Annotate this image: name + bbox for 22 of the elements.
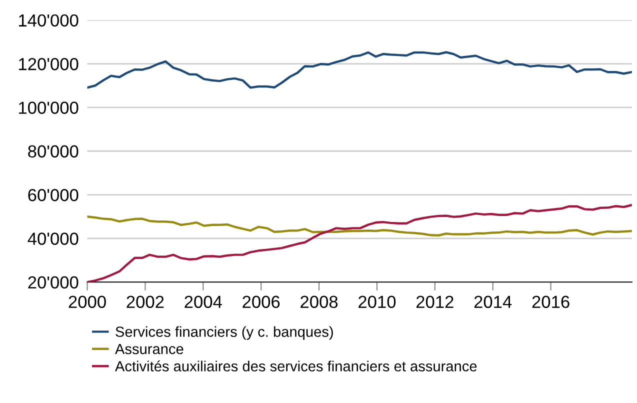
legend-label: Activités auxiliaires des services financiers et assurance [115, 360, 477, 372]
y-tick-label: 140'000 [19, 14, 78, 27]
x-tick-label: 2006 [242, 296, 280, 308]
x-tick-label: 2008 [300, 296, 338, 308]
x-tick-label: 2016 [532, 296, 570, 308]
legend-label: Assurance [115, 344, 184, 354]
x-tick-label: 2000 [68, 296, 106, 308]
line-series [87, 216, 632, 236]
x-tick-label: 2004 [184, 296, 222, 308]
x-tick-label: 2014 [474, 296, 512, 308]
y-tick-label: 120'000 [19, 58, 78, 70]
y-tick-label: 20'000 [28, 276, 78, 289]
y-tick-label: 40'000 [28, 232, 78, 245]
x-tick-label: 2012 [416, 296, 454, 308]
x-tick-label: 2010 [358, 296, 396, 308]
legend-label: Services financiers (y c. banques) [116, 326, 333, 340]
y-tick-label: 60'000 [28, 188, 78, 202]
line-series [87, 51, 632, 89]
line-series [87, 204, 632, 282]
y-tick-label: 80'000 [28, 145, 78, 158]
x-tick-label: 2002 [126, 296, 164, 308]
y-tick-label: 100'000 [19, 102, 78, 114]
